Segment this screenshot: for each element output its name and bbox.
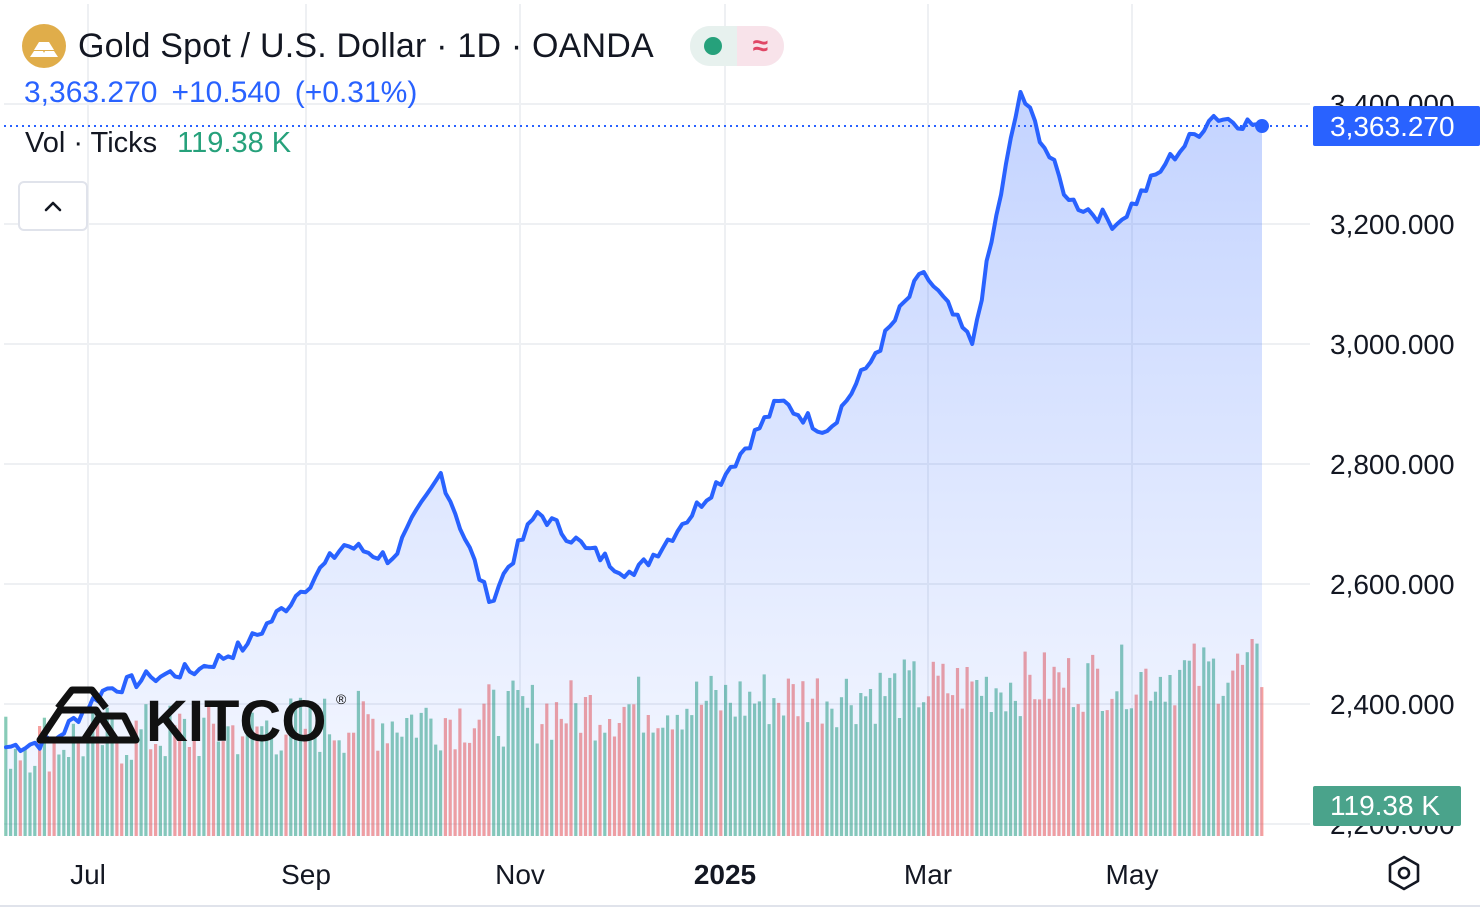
chevron-up-icon — [44, 201, 62, 212]
axes: 2,200.0002,400.0002,600.0002,800.0003,00… — [0, 89, 1480, 907]
chart-settings-button[interactable] — [1382, 851, 1426, 895]
volume-badge-text: 119.38 K — [1330, 790, 1440, 821]
last-price-badge — [1313, 106, 1480, 147]
price-tick-label: 3,000.000 — [1330, 329, 1455, 360]
price-tick-label: 2,800.000 — [1330, 449, 1455, 480]
watermark-registered-mark: ® — [336, 691, 347, 707]
status-pill[interactable]: ≈ — [689, 26, 784, 66]
price-line — [4, 90, 1264, 753]
delayed-data-wave-icon: ≈ — [736, 26, 784, 66]
price-change-percent: (+0.31%) — [294, 76, 418, 109]
volume-value: 119.38 K — [177, 127, 292, 159]
price-change: +10.540 — [171, 76, 281, 109]
time-tick-label: Sep — [281, 859, 331, 890]
price-tick-label: 2,400.000 — [1330, 689, 1455, 720]
time-tick-label: May — [1106, 859, 1159, 890]
time-tick-label: 2025 — [694, 859, 756, 890]
time-tick-label: Mar — [904, 859, 952, 890]
last-price: 3,363.270 — [24, 76, 158, 109]
settings-hexagon-icon — [1388, 855, 1420, 891]
time-tick-label: Jul — [70, 859, 106, 890]
volume-label[interactable]: Vol · Ticks — [25, 127, 158, 159]
price-area — [6, 92, 1262, 836]
time-tick-label: Nov — [495, 859, 545, 890]
watermark-text: KITCO — [146, 689, 326, 750]
price-tick-label: 3,200.000 — [1330, 209, 1455, 240]
collapse-legend-button[interactable] — [18, 181, 88, 231]
market-open-dot-icon — [704, 37, 723, 55]
volume-badge — [1313, 786, 1461, 826]
volume-bar — [4, 716, 8, 836]
last-price-dot — [1255, 119, 1269, 134]
last-price-badge-text: 3,363.270 — [1330, 111, 1455, 142]
volume-legend: Vol · Ticks 119.38 K — [25, 127, 291, 160]
price-tick-label: 2,600.000 — [1330, 569, 1455, 600]
gold-bars-icon — [22, 24, 66, 68]
price-legend: 3,363.270 +10.540 (+0.31%) — [24, 76, 431, 110]
price-line-group — [4, 90, 1312, 753]
kitco-watermark: KITCO ® — [36, 686, 356, 754]
price-area-fill — [6, 92, 1262, 836]
chart-legend-title: Gold Spot / U.S. Dollar · 1D · OANDA ≈ — [22, 24, 784, 68]
symbol-title[interactable]: Gold Spot / U.S. Dollar · 1D · OANDA — [78, 26, 654, 65]
